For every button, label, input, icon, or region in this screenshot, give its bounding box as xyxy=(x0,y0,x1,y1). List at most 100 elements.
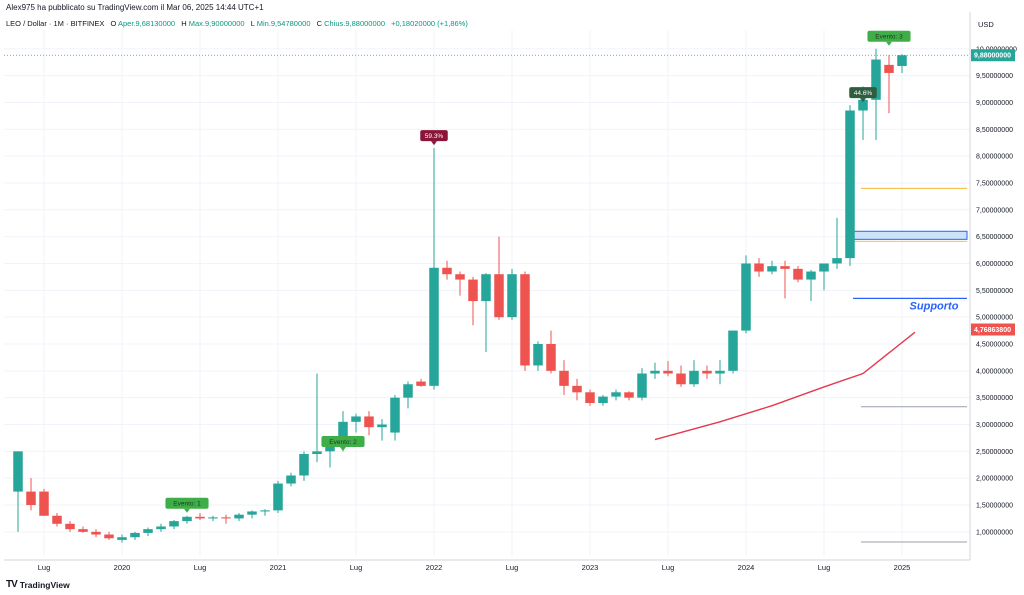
candle xyxy=(143,527,153,537)
candle-body xyxy=(546,343,556,371)
candle-body xyxy=(286,475,296,484)
candle-body xyxy=(273,483,283,511)
candle-body xyxy=(299,454,309,476)
badge-label: Evento: 2 xyxy=(329,439,357,446)
candle-body xyxy=(416,381,426,386)
candle-body xyxy=(91,531,101,535)
candle-body xyxy=(832,258,842,264)
candle xyxy=(494,236,504,320)
candle xyxy=(377,419,387,441)
close-value: Chius.9,88000000 xyxy=(324,19,385,28)
event-badge: Evento: 3 xyxy=(867,30,911,46)
candle-body xyxy=(104,534,114,539)
candle xyxy=(416,378,426,387)
currency-label: USD xyxy=(978,20,994,29)
y-tick-label: 2,00000000 xyxy=(976,476,1013,483)
candle-body xyxy=(884,64,894,73)
candle-body xyxy=(845,110,855,259)
y-tick-label: 1,50000000 xyxy=(976,503,1013,510)
badge-pointer xyxy=(431,141,437,146)
candle xyxy=(780,260,790,299)
badge-pointer xyxy=(340,447,346,452)
candle-body xyxy=(390,397,400,433)
y-tick-label: 9,50000000 xyxy=(976,73,1013,80)
candle xyxy=(403,381,413,409)
support-label: Supporto xyxy=(910,300,959,312)
candle xyxy=(78,526,88,533)
ohlc-legend: LEO / Dollar · 1M · BITFINEX O Aper.9,68… xyxy=(6,19,468,28)
x-tick-label: 2020 xyxy=(114,563,131,572)
candle-body xyxy=(871,59,881,100)
tradingview-brand[interactable]: TV TradingView xyxy=(6,579,70,590)
candle-body xyxy=(364,416,374,428)
candle xyxy=(546,330,556,374)
candle xyxy=(793,266,803,283)
candle xyxy=(728,330,738,374)
y-tick-label: 4,50000000 xyxy=(976,341,1013,348)
candle xyxy=(754,258,764,277)
symbol-label[interactable]: LEO / Dollar · 1M · BITFINEX xyxy=(6,19,105,28)
badge-box xyxy=(321,436,365,448)
candle-body xyxy=(169,521,179,527)
y-tick-label: 3,50000000 xyxy=(976,395,1013,402)
support-zone-box xyxy=(852,230,968,240)
candle xyxy=(481,273,491,353)
candle-body xyxy=(130,532,140,538)
candle xyxy=(897,54,907,73)
candle-body xyxy=(715,370,725,374)
candle xyxy=(767,260,777,275)
candle-body xyxy=(793,268,803,280)
badge-label: Evento: 1 xyxy=(173,501,201,508)
candle xyxy=(52,513,62,527)
candle-body xyxy=(221,517,231,519)
candle-body xyxy=(455,274,465,280)
x-tick-label: Lug xyxy=(662,563,675,572)
candle xyxy=(221,514,231,524)
x-tick-label: 2021 xyxy=(270,563,287,572)
candle xyxy=(468,276,478,326)
event-badge: Evento: 1 xyxy=(165,497,209,513)
candle-body xyxy=(754,263,764,272)
x-tick-label: 2023 xyxy=(582,563,599,572)
candle xyxy=(572,378,582,401)
price-label-box xyxy=(971,49,1015,62)
badge-pointer xyxy=(860,98,866,103)
candle xyxy=(819,263,829,291)
high-label: H xyxy=(181,19,187,28)
candle-body xyxy=(650,370,660,374)
open-label: O xyxy=(110,19,117,28)
candle xyxy=(39,488,49,516)
x-tick-label: Lug xyxy=(506,563,519,572)
candle xyxy=(65,521,75,532)
candle xyxy=(13,451,23,532)
event-badge: Evento: 2 xyxy=(321,436,365,452)
candle xyxy=(104,531,114,540)
price-label-text: 4,76863800 xyxy=(974,327,1011,334)
candle xyxy=(260,509,270,516)
y-tick-label: 7,50000000 xyxy=(976,180,1013,187)
candle-body xyxy=(780,266,790,269)
candle-body xyxy=(208,517,218,519)
y-tick-label: 5,00000000 xyxy=(976,315,1013,322)
price-label-text: 9,88000000 xyxy=(974,53,1011,60)
candle-body xyxy=(481,274,491,302)
candle-body xyxy=(429,267,439,386)
badge-pointer xyxy=(184,508,190,513)
candle-body xyxy=(663,370,673,374)
candle-body xyxy=(403,384,413,398)
low-label: L xyxy=(250,19,255,28)
candle xyxy=(832,217,842,269)
candle-body xyxy=(637,373,647,398)
candle xyxy=(442,260,452,280)
candle-body xyxy=(182,516,192,522)
candle xyxy=(533,341,543,371)
candle-body xyxy=(39,491,49,516)
candle xyxy=(702,365,712,379)
tradingview-logo-icon: TV xyxy=(6,579,18,590)
candle xyxy=(351,413,361,433)
candle xyxy=(884,55,894,114)
x-tick-label: Lug xyxy=(818,563,831,572)
brand-name: TradingView xyxy=(19,579,70,590)
candle xyxy=(624,391,634,401)
